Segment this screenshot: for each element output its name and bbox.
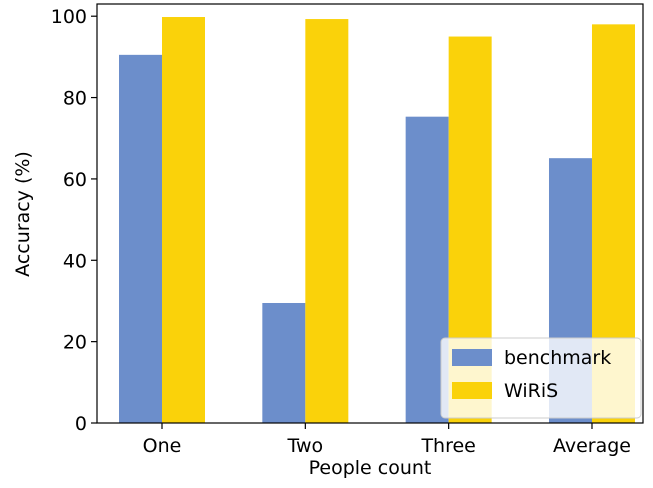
y-axis-ticks: 0 20 40 60 80 100 <box>51 6 97 435</box>
legend-label-wiris: WiRiS <box>504 380 558 402</box>
y-tick-label-20: 20 <box>63 332 87 354</box>
y-tick-label-60: 60 <box>63 169 87 191</box>
bar-benchmark-one <box>119 54 162 423</box>
bar-wiris-one <box>162 17 205 423</box>
y-tick-label-0: 0 <box>75 413 87 435</box>
legend: benchmark WiRiS <box>440 337 642 419</box>
plot-frame <box>96 3 644 424</box>
legend-swatch-wiris <box>452 382 492 399</box>
x-tick-label-three: Three <box>420 435 475 457</box>
y-tick-label-100: 100 <box>51 6 87 28</box>
y-tick-label-80: 80 <box>63 88 87 110</box>
legend-label-benchmark: benchmark <box>504 347 611 369</box>
x-axis-title: People count <box>309 457 432 479</box>
legend-swatch-benchmark <box>452 349 492 366</box>
y-tick-label-40: 40 <box>63 250 87 272</box>
y-axis-title: Accuracy (%) <box>12 151 34 277</box>
x-tick-label-two: Two <box>287 435 324 457</box>
bar-wiris-two <box>305 19 349 424</box>
x-axis-ticks: One Two Three Average <box>143 423 631 457</box>
x-tick-label-average: Average <box>553 435 631 457</box>
bar-benchmark-two <box>262 302 306 423</box>
x-tick-label-one: One <box>143 435 182 457</box>
